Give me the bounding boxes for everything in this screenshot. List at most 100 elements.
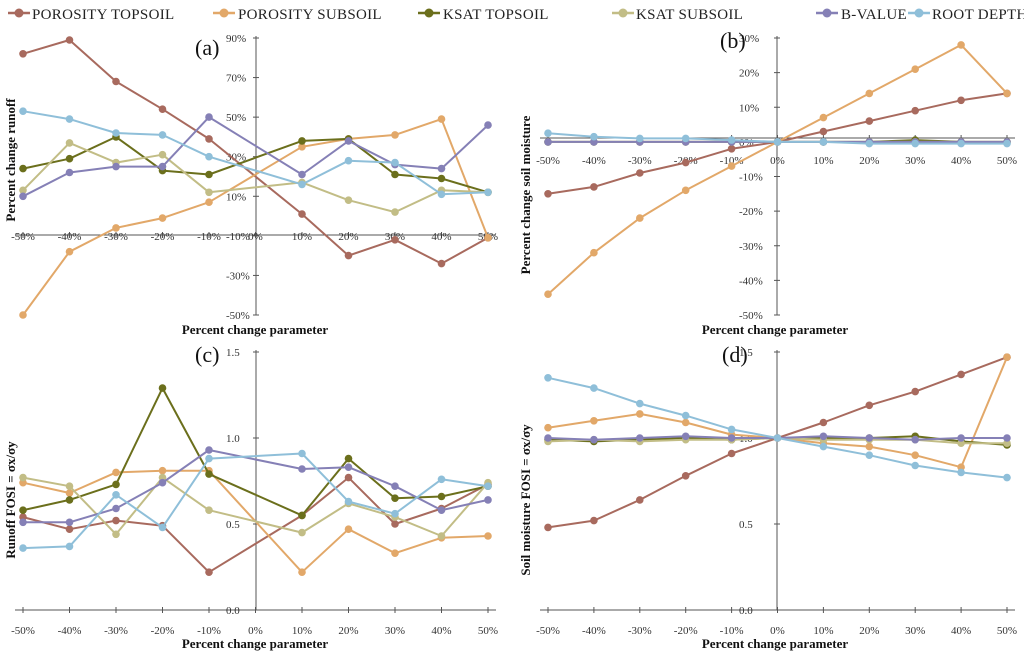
data-point — [1003, 473, 1011, 482]
x-axis-title: Percent change parameter — [702, 322, 849, 337]
x-tick-label: 0% — [248, 625, 263, 637]
data-point — [112, 77, 120, 86]
data-point — [344, 463, 353, 472]
x-tick-label: -20% — [151, 625, 175, 637]
x-tick-label: 20% — [338, 625, 358, 637]
data-point — [205, 454, 213, 463]
data-point — [65, 518, 74, 527]
y-tick-label: 30% — [226, 152, 246, 164]
data-point — [158, 150, 167, 159]
data-point — [205, 198, 213, 206]
legend: POROSITY TOPSOIL POROSITY SUBSOIL KSAT TOP… — [8, 7, 1024, 23]
data-point — [636, 399, 644, 408]
y-tick-label: 10% — [739, 102, 759, 114]
x-tick-label: 0% — [248, 231, 263, 243]
legend-swatch-marker — [424, 8, 434, 18]
series-root-depth — [19, 107, 492, 199]
data-point — [1003, 439, 1011, 448]
data-point — [205, 568, 213, 576]
x-tick-label: 40% — [431, 231, 451, 243]
chart-panel: -50% -40% -30% -20% -10% 0% 10% 20% 30% 40% 50% -50… — [518, 28, 1017, 337]
x-tick-label: -10% — [197, 625, 221, 637]
data-point — [19, 311, 27, 319]
data-point — [484, 234, 492, 242]
data-point — [112, 480, 120, 489]
x-tick-label: 30% — [905, 155, 925, 167]
data-point — [158, 466, 167, 475]
x-tick-label: -40% — [58, 625, 82, 637]
data-point — [1003, 89, 1011, 98]
series-line — [22, 110, 489, 196]
y-tick-label: -30% — [226, 270, 250, 282]
y-tick-label: 1.5 — [226, 347, 240, 359]
data-point — [437, 259, 446, 268]
data-point — [681, 134, 690, 143]
data-point — [865, 139, 874, 148]
data-point — [636, 496, 644, 504]
x-tick-label: 50% — [478, 625, 498, 637]
data-point — [681, 158, 690, 167]
data-point — [344, 497, 353, 506]
legend-label: POROSITY SUBSOIL — [238, 7, 382, 23]
series-line — [22, 141, 489, 214]
data-point — [590, 384, 598, 392]
data-point — [65, 482, 74, 491]
data-point — [112, 516, 120, 525]
x-tick-label: -30% — [104, 231, 128, 243]
series-root-depth — [19, 449, 492, 552]
legend-item: KSAT TOPSOIL — [418, 7, 548, 23]
legend-swatch-marker — [914, 8, 924, 18]
data-point — [865, 401, 874, 410]
data-point — [773, 138, 782, 146]
data-point — [391, 158, 399, 167]
series-porosity-subsoil — [19, 115, 492, 319]
y-tick-label: 10% — [226, 191, 246, 203]
data-point — [911, 387, 919, 396]
data-point — [911, 461, 919, 470]
panel-label: (a) — [195, 35, 219, 60]
series-ksat-topsoil — [19, 133, 492, 197]
data-point — [344, 156, 353, 165]
legend-item: ROOT DEPTH — [908, 7, 1024, 23]
data-point — [727, 425, 736, 434]
data-point — [544, 423, 552, 432]
data-point — [957, 463, 965, 472]
series-line — [22, 476, 489, 537]
data-point — [112, 491, 120, 499]
data-point — [681, 411, 690, 420]
data-point — [205, 170, 213, 179]
data-point — [437, 532, 446, 540]
series-line — [23, 449, 489, 524]
data-point — [19, 506, 27, 514]
series-line — [22, 135, 489, 194]
data-point — [437, 115, 446, 123]
legend-item: POROSITY SUBSOIL — [213, 7, 382, 23]
data-point — [205, 470, 213, 478]
data-point — [298, 170, 306, 179]
y-tick-label: 20% — [739, 68, 759, 80]
data-point — [205, 506, 213, 514]
x-tick-label: -10% — [197, 231, 221, 243]
legend-label: ROOT DEPTH — [932, 7, 1024, 23]
data-point — [65, 489, 74, 497]
data-point — [112, 504, 120, 513]
y-tick-label: -20% — [739, 206, 763, 218]
data-point — [681, 418, 690, 427]
legend-item: POROSITY TOPSOIL — [8, 7, 174, 23]
legend-label: POROSITY TOPSOIL — [32, 7, 174, 23]
data-point — [19, 518, 27, 527]
data-point — [205, 188, 213, 197]
series-b-value — [19, 113, 492, 201]
chart-panel: -50% -40% -30% -20% -10% 0% 10% 20% 30% 40% 50% 0.0… — [518, 342, 1017, 651]
data-point — [19, 164, 27, 173]
data-point — [911, 435, 919, 444]
y-tick-label: 0.0 — [226, 605, 240, 617]
data-point — [158, 523, 167, 532]
legend-swatch-marker — [219, 8, 229, 18]
y-axis-title: Runoff FOSI = σx/σy — [3, 441, 18, 559]
data-point — [344, 473, 353, 482]
data-point — [957, 439, 965, 448]
y-tick-label: -50% — [739, 310, 763, 322]
x-tick-label: -40% — [582, 625, 606, 637]
data-point — [727, 449, 736, 458]
